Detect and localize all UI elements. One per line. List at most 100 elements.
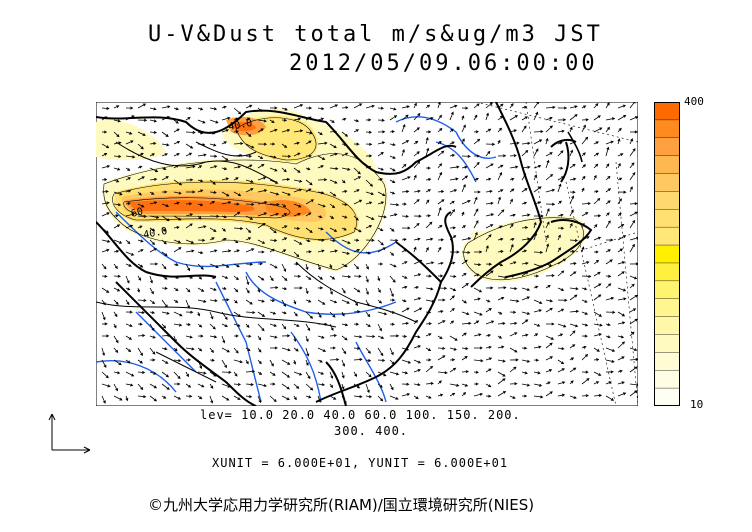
wind-arrow (425, 274, 432, 278)
wind-arrow (401, 190, 410, 194)
wind-arrow (149, 335, 156, 339)
wind-arrow (605, 212, 610, 217)
wind-arrow (569, 209, 574, 217)
wind-arrow (557, 359, 565, 365)
wind-arrow (437, 371, 448, 375)
wind-arrow (185, 130, 196, 134)
wind-arrow (293, 251, 300, 258)
wind-arrow (557, 200, 562, 205)
wind-arrow (341, 251, 350, 255)
wind-arrow (425, 347, 432, 352)
wind-arrow (113, 141, 122, 145)
wind-arrow (558, 106, 568, 110)
wind-arrow (185, 383, 192, 388)
wind-arrow (353, 129, 360, 133)
wind-arrow (365, 334, 376, 338)
wind-arrow (137, 239, 144, 243)
wind-arrow (101, 239, 111, 243)
wind-arrow (593, 250, 599, 254)
wind-arrow (389, 395, 399, 400)
wind-arrow (533, 186, 542, 193)
wind-arrow (269, 167, 278, 172)
wind-arrow (389, 115, 398, 121)
wind-arrow (425, 147, 430, 157)
wind-arrow (197, 238, 206, 242)
wind-arrow (125, 275, 130, 284)
wind-arrow (509, 237, 515, 241)
wind-arrow (281, 143, 288, 148)
wind-arrow (173, 119, 179, 124)
wind-arrow (546, 322, 555, 326)
wind-arrow (401, 261, 408, 265)
wind-arrow (257, 335, 262, 341)
colorbar-step (654, 316, 680, 335)
wind-arrow (629, 162, 635, 169)
wind-arrow (413, 246, 417, 253)
wind-arrow (377, 275, 381, 282)
wind-arrow (425, 299, 436, 303)
wind-arrow (197, 263, 204, 270)
wind-arrow (125, 115, 135, 121)
wind-arrow (521, 213, 531, 217)
wind-arrow (149, 248, 157, 253)
wind-arrow (125, 131, 133, 135)
wind-arrow (629, 294, 638, 301)
wind-arrow (497, 250, 504, 254)
wind-arrow (353, 371, 358, 378)
wind-arrow (533, 309, 543, 313)
wind-arrow (101, 263, 107, 270)
wind-arrow (389, 310, 396, 314)
wind-arrow (497, 391, 507, 397)
wind-arrow (269, 371, 276, 376)
wind-arrow (389, 130, 395, 134)
wind-arrow (485, 245, 489, 253)
wind-arrow (149, 310, 156, 314)
wind-arrow (185, 202, 193, 206)
wind-arrow (281, 371, 291, 378)
wind-arrow (485, 383, 492, 388)
wind-arrow (437, 355, 446, 361)
wind-arrow (545, 335, 555, 340)
wind-arrow (545, 391, 553, 397)
wind-arrow (617, 224, 625, 229)
wind-arrow (137, 322, 143, 326)
wind-arrow (113, 347, 119, 354)
wind-arrow (341, 311, 345, 317)
wind-arrow (581, 299, 588, 303)
wind-arrow (533, 345, 542, 349)
wind-arrow (377, 335, 385, 339)
wind-arrow (473, 320, 480, 325)
wind-arrow (377, 323, 382, 332)
dust-wind-map: 40.0 60 40.0 (96, 102, 638, 406)
wind-arrow (545, 137, 549, 145)
wind-arrow (293, 299, 297, 305)
wind-arrow (245, 287, 250, 294)
wind-arrow (437, 102, 441, 109)
wind-arrow (233, 311, 242, 317)
colorbar-step (654, 262, 680, 282)
wind-arrow (401, 214, 409, 218)
wind-arrow (233, 153, 243, 157)
wind-arrow (281, 383, 290, 390)
wind-arrow (257, 299, 265, 303)
wind-arrow (533, 274, 540, 278)
wind-arrow (449, 235, 457, 241)
wind-arrow (101, 116, 108, 121)
wind-arrow (149, 395, 158, 402)
wind-arrow (233, 263, 240, 268)
wind-arrow (113, 119, 121, 123)
wind-arrow (629, 138, 633, 145)
wind-arrow (617, 248, 624, 253)
wind-arrow (533, 201, 542, 205)
wind-arrow (161, 347, 168, 351)
wind-arrow (449, 261, 456, 265)
wind-arrow (257, 323, 265, 332)
wind-arrow (425, 395, 432, 399)
wind-arrow (437, 171, 442, 181)
wind-arrow (413, 189, 421, 193)
wind-arrow (305, 250, 312, 254)
wind-arrow (533, 263, 544, 268)
wind-arrow (425, 261, 435, 265)
wind-arrow (317, 263, 321, 271)
wind-arrow (389, 238, 399, 242)
